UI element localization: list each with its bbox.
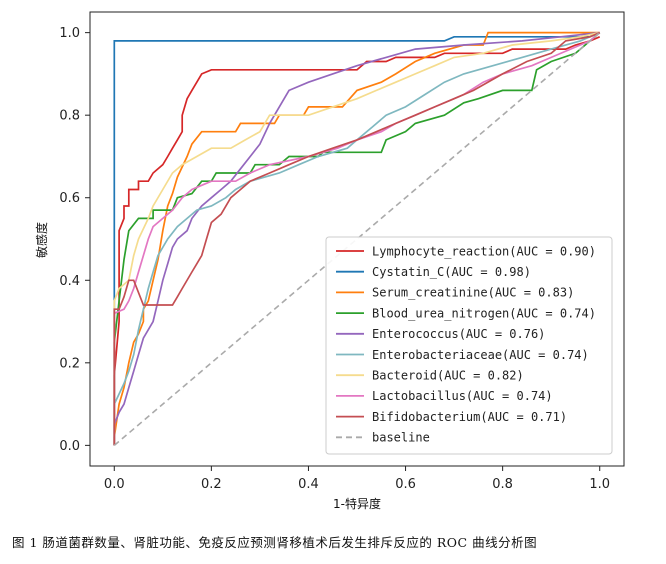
series-line-0: [113, 36, 601, 446]
series-line-9: [113, 31, 601, 447]
series-line-4: [113, 31, 600, 446]
y-tick-label: 0.8: [59, 109, 80, 124]
y-tick-label: 0.0: [59, 439, 80, 454]
series-line-5: [113, 31, 601, 446]
x-tick-label: 0.6: [395, 477, 416, 492]
legend-label: Enterococcus(AUC = 0.76): [372, 327, 545, 341]
legend-label: Lactobacillus(AUC = 0.74): [372, 389, 553, 403]
y-axis-label: 敏感度: [34, 222, 49, 258]
legend-label: Bacteroid(AUC = 0.82): [372, 369, 524, 383]
plot-area: [113, 31, 601, 447]
legend-label: baseline: [372, 431, 430, 445]
x-tick-label: 0.8: [492, 477, 513, 492]
legend-label: Bifidobacterium(AUC = 0.71): [372, 410, 567, 424]
x-tick-label: 0.0: [104, 477, 125, 492]
x-tick-label: 1.0: [589, 477, 610, 492]
figure-caption: 图 1 肠道菌群数量、肾脏功能、免疫反应预测肾移植术后发生排斥反应的 ROC 曲…: [12, 535, 538, 550]
legend-label: Blood_urea_nitrogen(AUC = 0.74): [372, 306, 596, 320]
y-tick-label: 0.6: [59, 191, 80, 206]
y-tick-label: 0.4: [59, 274, 80, 289]
x-tick-label: 0.4: [298, 477, 319, 492]
axes: 0.0 0.2 0.4 0.6 0.8 1.0 0.0 0.2 0.4 0.6 0.8 1.0: [59, 11, 625, 492]
legend-label: Enterobacteriaceae(AUC = 0.74): [372, 348, 589, 362]
x-axis-label: 1-特异度: [333, 496, 381, 511]
series-line-6: [113, 31, 600, 446]
legend-label: Lymphocyte_reaction(AUC = 0.90): [372, 244, 596, 258]
y-tick-label: 1.0: [59, 26, 80, 41]
axes-frame: [89, 11, 625, 467]
legend-box: [325, 236, 613, 455]
y-tick-label: 0.2: [59, 356, 80, 371]
series-line-8: [113, 31, 601, 446]
legend-label: Serum_creatinine(AUC = 0.83): [372, 286, 574, 300]
roc-chart: 0.0 0.2 0.4 0.6 0.8 1.0 0.0 0.2 0.4 0.6 0.8 1.0 Lym…: [34, 11, 625, 511]
x-tick-label: 0.2: [201, 477, 222, 492]
legend-label: Cystatin_C(AUC = 0.98): [372, 265, 531, 279]
legend: Lymphocyte_reaction(AUC = 0.90) Cystatin_…: [325, 236, 613, 455]
series-line-3: [113, 31, 601, 446]
